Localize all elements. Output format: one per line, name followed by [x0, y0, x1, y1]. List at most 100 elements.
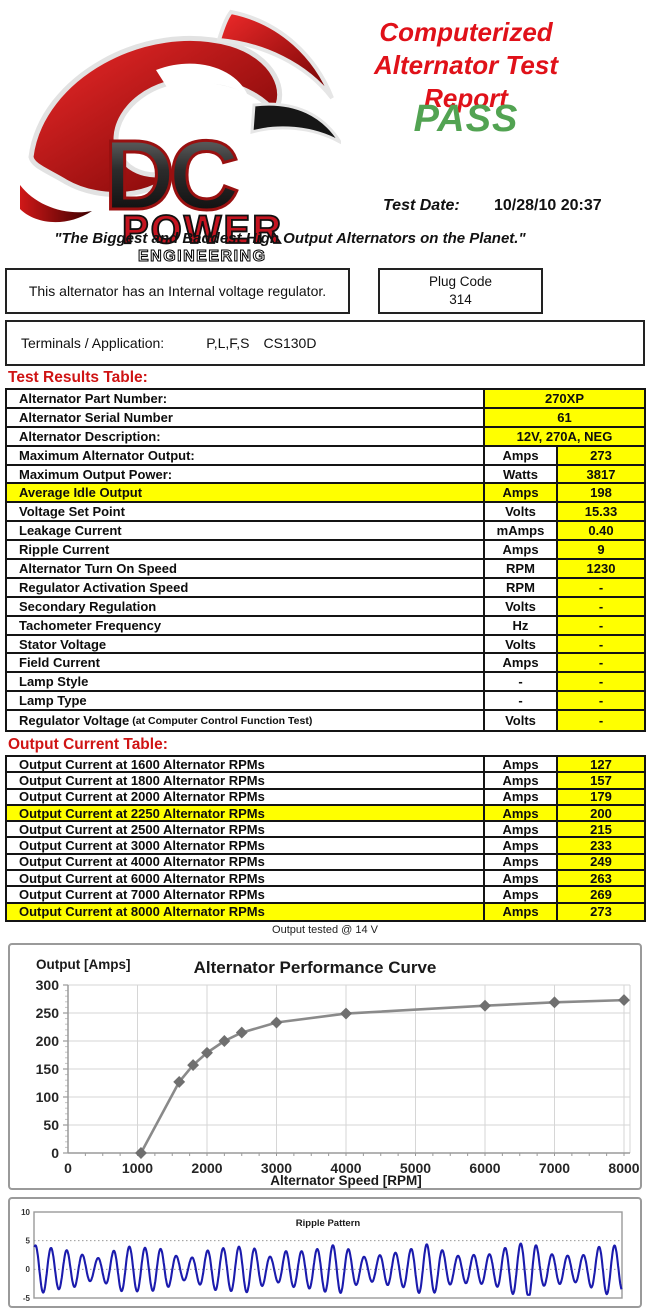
- row-unit: Amps: [483, 854, 556, 870]
- row-unit: Amps: [483, 822, 556, 837]
- row-value: -: [556, 711, 644, 731]
- row-label: Ripple Current: [19, 542, 110, 558]
- row-value: 1230: [556, 560, 644, 577]
- row-unit: Amps: [483, 773, 556, 788]
- row-value: 263: [556, 871, 644, 886]
- logo-swoosh-lower-left: [20, 185, 92, 223]
- row-unit: Volts: [483, 503, 556, 521]
- output-current-row: Output Current at 8000 Alternator RPMs Am…: [7, 903, 644, 920]
- logo-swoosh-highlight: [156, 63, 248, 96]
- row-value: 215: [556, 822, 644, 837]
- row-value: 233: [556, 838, 644, 853]
- y-tick-label: 10: [21, 1208, 30, 1217]
- output-current-row: Output Current at 6000 Alternator RPMs Am…: [7, 871, 644, 888]
- row-label: Output Current at 1800 Alternator RPMs: [19, 773, 265, 788]
- data-point-marker: [479, 999, 491, 1012]
- output-current-row: Output Current at 2000 Alternator RPMs Am…: [7, 789, 644, 806]
- row-unit: Amps: [483, 903, 556, 920]
- row-label: Output Current at 6000 Alternator RPMs: [19, 871, 265, 886]
- row-label: Output Current at 1600 Alternator RPMs: [19, 757, 265, 772]
- row-unit: Amps: [483, 484, 556, 502]
- row-value: 127: [556, 757, 644, 772]
- dc-power-logo-art: DC POWER ENGINEERING: [20, 9, 341, 264]
- row-label: Alternator Turn On Speed: [19, 560, 177, 576]
- data-point-marker: [548, 996, 561, 1009]
- x-tick-label: 6000: [469, 1160, 500, 1176]
- row-label: Output Current at 2500 Alternator RPMs: [19, 822, 265, 837]
- plug-code-label: Plug Code: [428, 274, 493, 289]
- output-tested-footnote: Output tested @ 14 V: [272, 924, 378, 936]
- row-label: Voltage Set Point: [19, 504, 125, 520]
- row-value: 12V, 270A, NEG: [483, 427, 644, 445]
- output-current-row: Output Current at 1600 Alternator RPMs Am…: [7, 757, 644, 774]
- row-unit: -: [483, 692, 556, 710]
- y-tick-label: 150: [36, 1061, 60, 1077]
- row-label: Lamp Type: [19, 693, 87, 709]
- row-value: 269: [556, 887, 644, 902]
- row-value: 3817: [556, 465, 644, 483]
- row-value: -: [556, 578, 644, 596]
- row-unit: Amps: [483, 446, 556, 464]
- test-results-row: Lamp Style - -: [7, 673, 644, 693]
- y-tick-label: -5: [23, 1294, 31, 1303]
- report-title-line2: Alternator Test Report: [374, 50, 558, 113]
- test-results-row: Stator Voltage Volts -: [7, 635, 644, 655]
- row-value: 198: [556, 484, 644, 502]
- row-unit: Watts: [483, 465, 556, 483]
- application-value: CS130D: [263, 335, 317, 351]
- terminals-label: Terminals / Application:: [21, 335, 165, 351]
- test-results-row: Lamp Type - -: [7, 692, 644, 712]
- x-tick-label: 2000: [191, 1160, 222, 1176]
- output-current-row: Output Current at 2500 Alternator RPMs Am…: [7, 822, 644, 839]
- y-axis-title: Output [Amps]: [36, 957, 130, 972]
- row-label: Regulator Voltage (at Computer Control Fu…: [19, 713, 313, 729]
- x-tick-label: 7000: [539, 1160, 570, 1176]
- row-label: Output Current at 3000 Alternator RPMs: [19, 838, 265, 853]
- row-label: Output Current at 2250 Alternator RPMs: [7, 805, 483, 821]
- row-label: Alternator Description:: [19, 428, 161, 444]
- row-unit: Amps: [483, 541, 556, 559]
- plug-code-box: Plug Code 314: [378, 268, 543, 314]
- row-unit: Amps: [483, 805, 556, 821]
- test-results-row: Alternator Description: 12V, 270A, NEG: [7, 427, 644, 447]
- test-results-row: Leakage Current mAmps 0.40: [7, 522, 644, 542]
- output-current-table: Output Current at 1600 Alternator RPMs Am…: [5, 755, 646, 922]
- test-results-row: Secondary Regulation Volts -: [7, 597, 644, 617]
- test-results-row: Voltage Set Point Volts 15.33: [7, 503, 644, 523]
- test-results-row: Alternator Serial Number 61: [7, 408, 644, 428]
- x-tick-label: 1000: [122, 1160, 153, 1176]
- row-value: 270XP: [483, 390, 644, 407]
- x-axis-title: Alternator Speed [RPM]: [270, 1173, 422, 1188]
- test-date-label: Test Date:: [383, 197, 460, 214]
- row-value: 15.33: [556, 503, 644, 521]
- test-results-row: Tachometer Frequency Hz -: [7, 616, 644, 636]
- row-unit: Amps: [483, 654, 556, 672]
- x-tick-label: 3000: [261, 1160, 292, 1176]
- row-value: 61: [483, 408, 644, 426]
- row-value: 0.40: [556, 522, 644, 540]
- test-results-row: Ripple Current Amps 9: [7, 541, 644, 561]
- row-label: Secondary Regulation: [19, 598, 157, 614]
- performance-curve-line: [139, 998, 626, 1155]
- terminals-box: Terminals / Application: P,L,F,S CS130D: [5, 320, 645, 366]
- row-value: 249: [556, 854, 644, 870]
- row-value: 9: [556, 541, 644, 559]
- row-label: Field Current: [19, 655, 100, 671]
- row-unit: RPM: [483, 560, 556, 577]
- row-unit: Amps: [483, 871, 556, 886]
- test-results-row: Alternator Turn On Speed RPM 1230: [7, 560, 644, 579]
- row-value: -: [556, 635, 644, 653]
- row-label: Output Current at 2000 Alternator RPMs: [19, 789, 265, 804]
- x-tick-label: 5000: [400, 1160, 431, 1176]
- row-unit: Volts: [483, 711, 556, 731]
- test-results-row: Average Idle Output Amps 198: [7, 484, 644, 504]
- row-value: -: [556, 692, 644, 710]
- row-label: Stator Voltage: [19, 636, 107, 652]
- row-unit: mAmps: [483, 522, 556, 540]
- output-current-row: Output Current at 7000 Alternator RPMs Am…: [7, 887, 644, 904]
- ripple-pattern-chart: 10 5 0 -5 Ripple Pattern: [8, 1197, 642, 1308]
- test-results-row: Alternator Part Number: 270XP: [7, 390, 644, 409]
- row-value: -: [556, 597, 644, 615]
- logo-swoosh-top-right: [216, 9, 334, 100]
- row-unit: Volts: [483, 635, 556, 653]
